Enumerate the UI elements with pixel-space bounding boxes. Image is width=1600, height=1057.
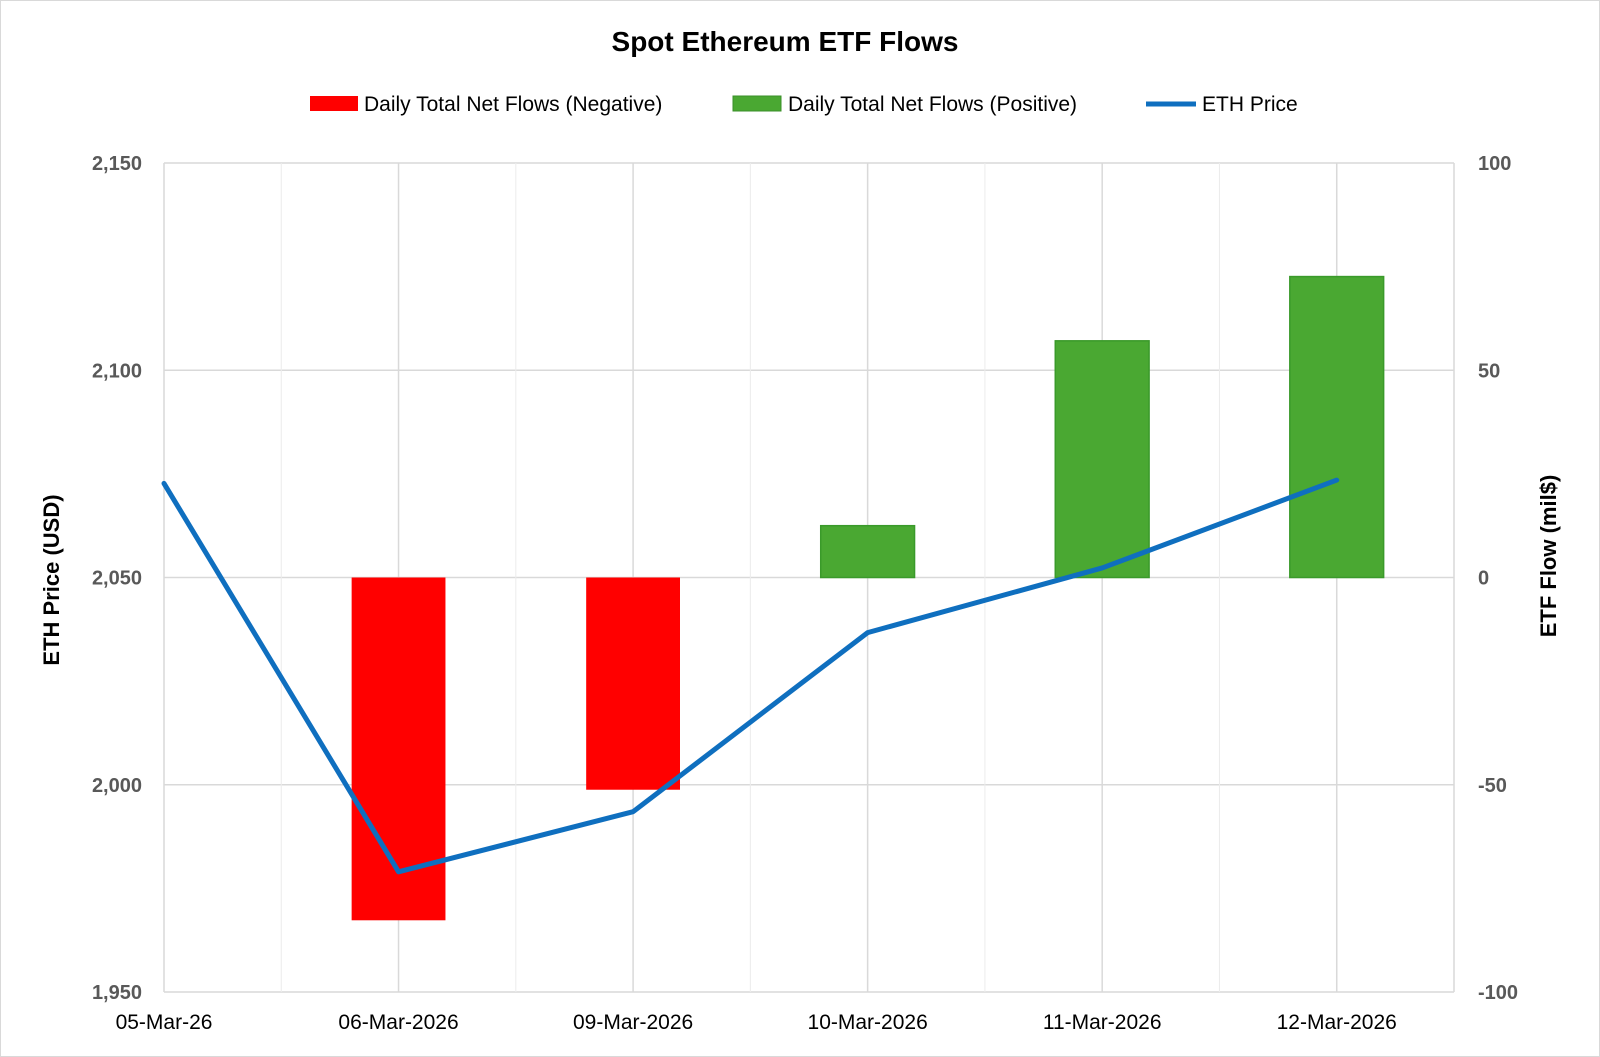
legend-swatch-negative [310, 96, 358, 111]
y-right-tick-label: 100 [1478, 153, 1511, 175]
chart-title: Spot Ethereum ETF Flows [612, 26, 959, 57]
bar-positive-12-Mar-2026 [1289, 275, 1385, 579]
x-tick-label: 05-Mar-26 [116, 1011, 213, 1034]
x-tick-label: 06-Mar-2026 [338, 1011, 458, 1034]
y-axis-right-ticks: -100 -50 0 50 100 [1478, 153, 1518, 1004]
bar-positive-11-Mar-2026 [1054, 340, 1150, 579]
legend-label-eth-price: ETH Price [1202, 93, 1298, 116]
y-axis-right-title: ETF Flow (mil$) [1536, 475, 1561, 638]
legend-label-negative: Daily Total Net Flows (Negative) [364, 93, 662, 116]
bar-negative-09-Mar-2026 [586, 577, 680, 790]
y-left-tick-label: 2,150 [92, 153, 142, 175]
y-axis-left-ticks: 1,950 2,000 2,050 2,100 2,150 [92, 153, 142, 1004]
y-left-tick-label: 2,100 [92, 360, 142, 382]
y-right-tick-label: -100 [1478, 982, 1518, 1004]
bar-positive-10-Mar-2026 [819, 524, 916, 579]
x-tick-label: 12-Mar-2026 [1277, 1011, 1397, 1034]
y-left-tick-label: 2,050 [92, 568, 142, 590]
x-tick-label: 11-Mar-2026 [1043, 1011, 1162, 1034]
x-tick-label: 10-Mar-2026 [808, 1011, 928, 1034]
x-axis-ticks: 05-Mar-26 06-Mar-2026 09-Mar-2026 10-Mar-20… [116, 1011, 1397, 1034]
y-right-tick-label: 50 [1478, 360, 1500, 382]
y-right-tick-label: 0 [1478, 568, 1489, 590]
y-left-tick-label: 2,000 [92, 775, 142, 797]
x-tick-label: 09-Mar-2026 [573, 1011, 693, 1034]
y-left-tick-label: 1,950 [92, 982, 142, 1004]
eth-price-line [161, 477, 1340, 875]
y-right-tick-label: -50 [1478, 775, 1507, 797]
legend: Daily Total Net Flows (Negative) Daily T… [310, 93, 1298, 116]
eth-price-line-group [161, 477, 1340, 875]
y-axis-left-title: ETH Price (USD) [39, 494, 64, 665]
legend-swatch-positive [732, 95, 782, 112]
legend-label-positive: Daily Total Net Flows (Positive) [788, 93, 1077, 116]
bars [351, 275, 1385, 921]
